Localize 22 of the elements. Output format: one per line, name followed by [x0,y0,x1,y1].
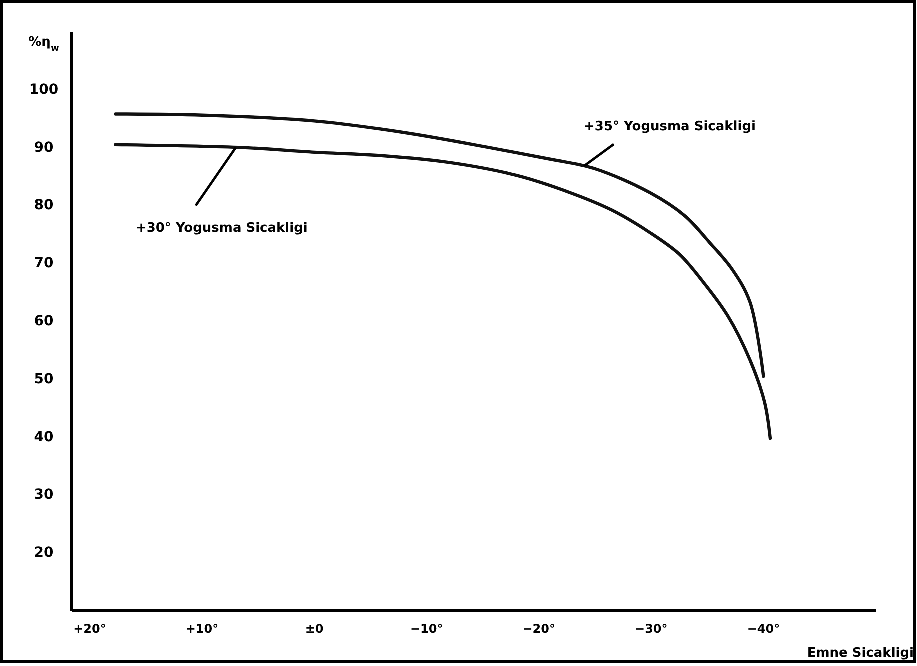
y-axis-title: %η$_{w}$ [28,35,60,54]
annotation: +35° Yogusma Sicakligi [584,119,756,134]
annotation: +30° Yogusma Sicakligi [136,220,308,236]
line-series [114,112,766,378]
y-tick-label: 70 [34,256,54,272]
x-axis-title: Emne Sicakligi [807,646,914,661]
x-tick-label: −30° [635,622,668,636]
y-tick-label: 80 [34,198,54,214]
x-tick-label: +20° [74,622,106,636]
x-tick-label: +10° [186,622,219,636]
x-tick-label: −10° [410,622,444,636]
y-tick-label: 90 [34,140,54,156]
line-series [114,143,772,440]
y-tick-label: 100 [29,82,59,98]
x-tick-label: −40° [747,622,780,636]
y-tick-label: 50 [34,371,54,388]
y-tick-label: 40 [34,429,54,446]
x-tick-label: ±0 [305,622,324,636]
y-tick-label: 20 [34,545,54,562]
y-tick-label: 30 [34,487,54,504]
y-tick-label: 60 [34,314,54,330]
x-tick-label: −20° [522,622,556,636]
